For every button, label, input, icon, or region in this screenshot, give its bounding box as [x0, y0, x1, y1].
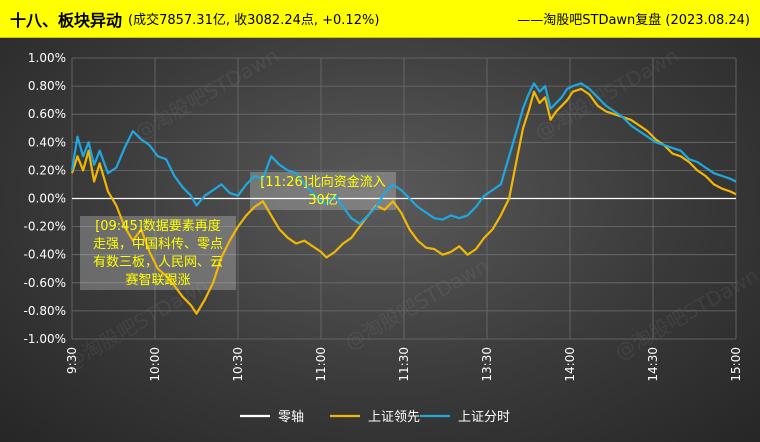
y-tick-label: -1.00%	[24, 332, 66, 346]
y-tick-label: -0.20%	[24, 220, 66, 234]
annotation-text: 赛智联跟涨	[125, 272, 190, 288]
x-tick-label: 11:00	[314, 347, 328, 382]
annotation-text: 有数三板，人民网、云	[93, 255, 223, 270]
x-tick-label: 14:30	[646, 347, 660, 382]
y-tick-label: 0.40%	[28, 135, 66, 149]
index-series-line	[70, 82, 737, 225]
y-tick-label: 1.00%	[28, 51, 66, 65]
y-tick-label: -0.80%	[24, 304, 66, 318]
title-bar: 十八、板块异动 (成交7857.31亿, 收3082.24点, +0.12%) …	[0, 0, 760, 38]
x-tick-label: 10:00	[148, 347, 162, 382]
x-tick-label: 9:30	[65, 347, 79, 374]
x-tick-label: 10:30	[231, 347, 245, 382]
annotation-text: [11:26]北向资金流入	[260, 174, 386, 190]
x-tick-label: 11:30	[397, 347, 411, 382]
y-tick-label: -0.60%	[24, 276, 66, 290]
y-tick-label: 0.60%	[28, 107, 66, 121]
y-tick-label: 0.80%	[28, 79, 66, 93]
annotation-box	[250, 172, 396, 210]
legend-label: 上证分时	[458, 410, 510, 425]
chart-subtitle: (成交7857.31亿, 收3082.24点, +0.12%)	[128, 13, 380, 28]
x-tick-label: 14:00	[563, 347, 577, 382]
watermark: @淘股吧STDawn	[341, 253, 493, 355]
legend-label: 上证领先	[368, 410, 420, 425]
x-tick-label: 15:00	[729, 347, 743, 382]
y-tick-label: 0.20%	[28, 163, 66, 177]
annotation-text: 30亿	[308, 193, 338, 208]
source-label: ——淘股吧STDawn复盘 (2023.08.24)	[517, 13, 750, 28]
y-tick-label: 0.00%	[28, 192, 66, 206]
annotation-text: 走强，中国科传、零点	[93, 237, 223, 252]
legend-label: 零轴	[278, 410, 304, 425]
annotation-box	[80, 216, 236, 290]
chart-title: 十八、板块异动	[10, 10, 123, 30]
y-tick-label: -0.40%	[24, 248, 66, 262]
annotation-text: [09:45]数据要素再度	[95, 218, 221, 234]
x-tick-label: 13:30	[480, 347, 494, 382]
